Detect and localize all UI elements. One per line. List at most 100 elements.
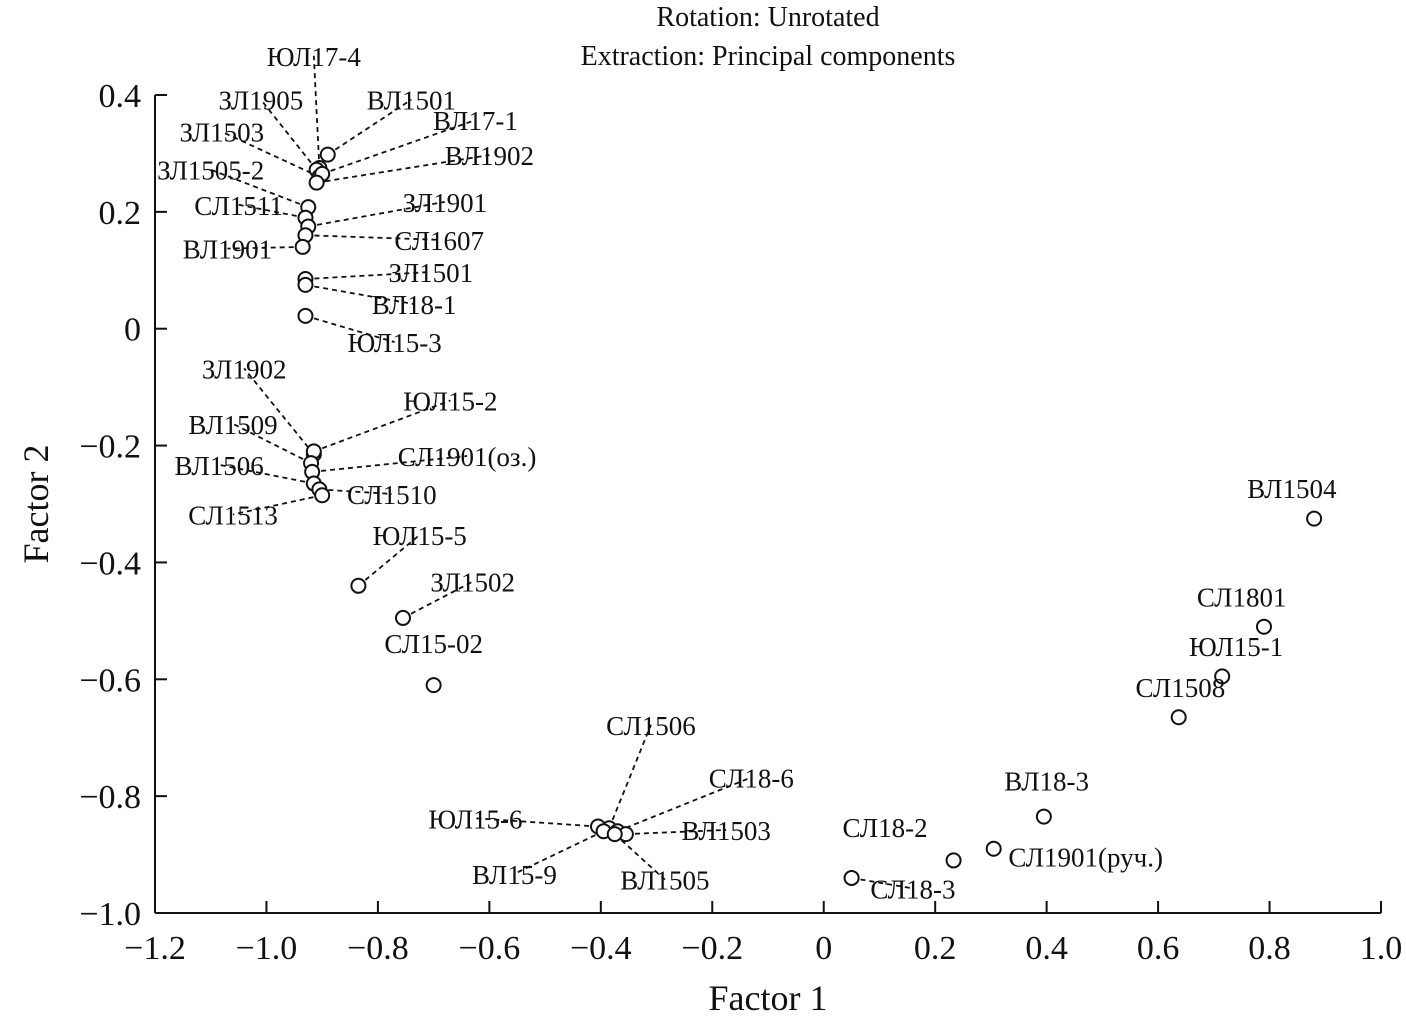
leader-line <box>514 830 604 875</box>
point-label: ВЛ1506 <box>174 451 263 481</box>
x-tick-label: −1.0 <box>236 930 298 967</box>
point-label: ВЛ17-1 <box>433 106 518 136</box>
data-point <box>294 238 311 255</box>
point-label: ЮЛ15-1 <box>1189 632 1283 662</box>
leader-line <box>321 119 476 175</box>
y-tick-label: −0.2 <box>79 429 141 466</box>
point-label: СЛ1607 <box>394 226 484 256</box>
y-tick-label: 0.2 <box>99 195 142 232</box>
leader-line <box>402 580 474 619</box>
point-label: ВЛ1902 <box>445 141 534 171</box>
leader-line <box>625 829 727 836</box>
x-axis-title: Factor 1 <box>709 978 828 1018</box>
point-label: ЮЛ15-3 <box>348 328 442 358</box>
data-point <box>606 826 623 843</box>
chart-subtitle-line-2: Extraction: Principal components <box>581 41 956 72</box>
data-point <box>297 276 314 293</box>
leader-line <box>312 455 468 473</box>
point-label: ЮЛ15-5 <box>373 521 467 551</box>
data-points <box>294 146 1323 886</box>
data-point <box>985 840 1002 857</box>
data-point <box>394 609 411 626</box>
x-tick-label: −1.2 <box>124 930 186 967</box>
data-point <box>308 174 325 191</box>
point-label: ВЛ1501 <box>367 86 456 116</box>
leader-line <box>327 98 412 156</box>
point-label: СЛ18-3 <box>870 874 955 904</box>
leader-line <box>238 203 306 219</box>
leader-lines <box>210 55 914 890</box>
leader-line <box>608 724 652 829</box>
point-label: СЛ18-6 <box>709 763 794 793</box>
data-point <box>425 677 442 694</box>
leader-line <box>305 234 440 241</box>
point-label: ВЛ1901 <box>183 235 272 265</box>
x-ticks: −1.2 −1.0 −0.8 −0.6 −0.4 −0.2 0 0.2 0.4 0.6 0.8 1.0 <box>124 901 1402 967</box>
leader-line <box>316 154 490 184</box>
point-label: ВЛ18-3 <box>1004 766 1089 796</box>
point-label: СЛ15-02 <box>384 629 483 659</box>
point-label: ЗЛ1502 <box>430 568 515 598</box>
point-label: ВЛ1509 <box>188 410 277 440</box>
leader-line <box>614 833 666 881</box>
leader-line <box>357 534 421 587</box>
leader-line <box>312 55 321 169</box>
y-tick-label: −0.8 <box>79 779 141 816</box>
point-label: ЗЛ1501 <box>389 258 474 288</box>
y-tick-label: −1.0 <box>79 896 141 933</box>
data-point <box>1035 808 1052 825</box>
leader-line <box>305 314 395 343</box>
leader-line <box>851 877 914 890</box>
x-tick-label: −0.4 <box>570 930 632 967</box>
data-point <box>1170 709 1187 726</box>
point-label: ЮЛ15-6 <box>428 804 522 834</box>
leader-line <box>232 423 312 464</box>
x-tick-label: −0.2 <box>681 930 743 967</box>
point-label: СЛ1513 <box>188 500 278 530</box>
data-point <box>314 487 331 504</box>
data-point <box>945 852 962 869</box>
data-point <box>1214 668 1231 685</box>
x-tick-label: 0 <box>815 930 832 967</box>
point-label: ЮЛ17-4 <box>267 42 362 72</box>
leader-line <box>305 271 431 280</box>
y-tick-label: −0.6 <box>79 662 141 699</box>
point-label: ВЛ18-1 <box>372 290 457 320</box>
point-label: ВЛ1504 <box>1247 474 1337 504</box>
y-axis-title: Factor 2 <box>16 445 56 564</box>
leader-line <box>617 776 752 833</box>
point-label: СЛ1508 <box>1136 673 1226 703</box>
point-label: СЛ1801 <box>1197 582 1287 612</box>
y-tick-label: 0 <box>124 312 141 349</box>
point-label: ВЛ15-9 <box>472 860 557 890</box>
x-tick-label: 0.8 <box>1248 930 1291 967</box>
x-tick-label: 0.4 <box>1025 930 1068 967</box>
leader-line <box>305 284 415 305</box>
point-label: ЗЛ1505-2 <box>157 156 264 186</box>
point-label: ЗЛ1901 <box>402 188 487 218</box>
data-point <box>843 869 860 886</box>
leader-line <box>475 817 599 828</box>
point-label: СЛ1901(руч.) <box>1008 842 1163 872</box>
leader-line <box>243 367 315 455</box>
x-tick-label: −0.8 <box>347 930 409 967</box>
point-label: ЮЛ15-2 <box>403 387 497 417</box>
leader-line <box>319 488 392 495</box>
leader-line <box>313 399 451 453</box>
point-label: СЛ1510 <box>347 480 437 510</box>
point-label: ЗЛ1902 <box>202 354 287 384</box>
point-label: СЛ1511 <box>194 191 283 221</box>
point-labels: ЮЛ17-4 ЗЛ1905 ВЛ1501 ЗЛ1503 ВЛ17-1 ВЛ1902 ЗЛ15… <box>157 42 1337 905</box>
y-ticks: 0.4 0.2 0 −0.2 −0.4 −0.6 −0.8 −1.0 <box>79 78 167 933</box>
point-label: ЗЛ1503 <box>180 118 265 148</box>
data-point <box>319 146 336 163</box>
x-tick-label: 0.6 <box>1137 930 1180 967</box>
y-tick-label: 0.4 <box>99 78 142 115</box>
axes <box>154 95 1381 914</box>
leader-line <box>232 494 323 516</box>
data-point <box>297 307 314 324</box>
leader-line <box>227 246 303 250</box>
x-tick-label: −0.6 <box>459 930 521 967</box>
point-label: СЛ1506 <box>606 711 696 741</box>
